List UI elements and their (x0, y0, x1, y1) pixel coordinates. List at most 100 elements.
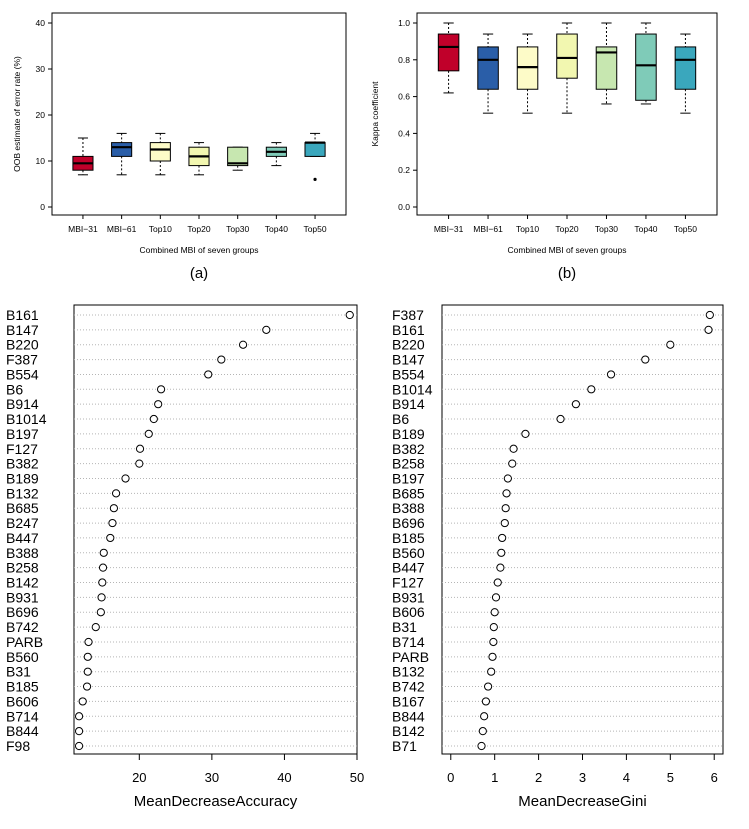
variable-label: B185 (392, 530, 425, 546)
x-tick-label: Top20 (555, 224, 578, 234)
y-tick-label: 20 (36, 110, 46, 120)
y-tick-label: 30 (36, 64, 46, 74)
box (477, 46, 499, 90)
variable-label: B382 (392, 441, 425, 457)
y-tick-label: 0.8 (398, 55, 410, 65)
variable-label: B914 (6, 396, 39, 412)
variable-label: B931 (6, 589, 39, 605)
x-tick-label: 6 (711, 770, 718, 785)
importance-point (217, 355, 226, 364)
importance-point (508, 459, 517, 468)
importance-point (489, 637, 498, 647)
importance-point (121, 474, 130, 483)
variable-label: B931 (392, 589, 425, 605)
importance-point (96, 608, 105, 617)
variable-label: B161 (392, 322, 425, 338)
importance-point (496, 563, 505, 572)
x-tick-label: Top50 (303, 224, 326, 234)
x-tick-label: 30 (205, 770, 219, 785)
variable-label: F127 (6, 441, 38, 457)
box (111, 142, 133, 157)
importance-point (83, 652, 92, 661)
y-tick-label: 1.0 (398, 18, 410, 28)
y-tick-label: 0 (40, 202, 45, 212)
variable-label: B844 (6, 723, 39, 739)
importance-point (78, 697, 87, 706)
panel-a: 0 10 20 30 40 MBI−31 MBI−61 Top10 Top20 Top30 Top4… (12, 12, 347, 282)
variable-label: B220 (6, 337, 39, 353)
importance-point (503, 474, 512, 483)
variable-label: B189 (392, 426, 425, 442)
importance-point (98, 563, 108, 572)
importance-point (606, 370, 616, 379)
variable-label: B185 (6, 679, 39, 695)
panel-d: F387B161B220B147B554B1014B914B6B189B382B… (392, 304, 724, 810)
x-tick-label: Top30 (595, 224, 618, 234)
importance-point (489, 623, 498, 632)
importance-point (501, 504, 510, 513)
importance-point (641, 355, 650, 364)
variable-label: B197 (6, 426, 39, 442)
x-tick-label: Top20 (187, 224, 210, 234)
x-tick-label: 20 (132, 770, 146, 785)
importance-point (498, 533, 507, 543)
variable-label: F387 (6, 352, 38, 368)
variable-label: B606 (392, 604, 425, 620)
box (674, 46, 697, 90)
x-tick-label: 4 (623, 770, 630, 785)
x-tick-label: 2 (535, 770, 542, 785)
x-axis-label: Combined MBI of seven groups (507, 245, 626, 255)
panel-c: B161B147B220F387B554B6B914B1014B197F127B… (6, 304, 364, 810)
importance-point (488, 652, 497, 661)
x-tick-label: MBI−31 (68, 224, 98, 234)
variable-label: B560 (392, 545, 425, 561)
variable-label: F98 (6, 738, 30, 754)
importance-point (262, 325, 271, 334)
x-tick-label: 1 (491, 770, 498, 785)
box (149, 142, 171, 162)
importance-point (705, 310, 714, 320)
plot-frame (73, 304, 358, 755)
importance-point (74, 741, 84, 751)
importance-point (487, 667, 496, 676)
variable-label: B388 (6, 545, 39, 561)
importance-point (83, 667, 92, 676)
importance-point (500, 518, 509, 528)
importance-point (74, 712, 84, 721)
x-tick-label: Top10 (149, 224, 172, 234)
variable-label: B71 (392, 738, 417, 754)
variable-label: B147 (6, 322, 39, 338)
box (304, 142, 326, 157)
variable-label: B1014 (392, 381, 433, 397)
importance-point (666, 340, 675, 349)
importance-point (135, 459, 144, 468)
box (556, 33, 578, 79)
x-tick-label: 40 (277, 770, 291, 785)
importance-point (135, 444, 145, 453)
importance-point (571, 400, 581, 409)
variable-label: B742 (6, 619, 39, 635)
x-tick-label: 3 (579, 770, 586, 785)
importance-point (99, 548, 108, 557)
variable-label: B197 (392, 470, 425, 486)
variable-label: B685 (6, 500, 39, 516)
x-axis-label: MeanDecreaseGini (518, 793, 646, 810)
y-axis-label: OOB estimate of error rate (%) (12, 56, 22, 172)
x-tick-label: Top50 (674, 224, 697, 234)
x-tick-label: 0 (447, 770, 454, 785)
variable-label: B6 (6, 381, 23, 397)
variable-label: B31 (6, 664, 31, 680)
variable-label: B258 (392, 456, 425, 472)
box (635, 33, 657, 101)
importance-point (587, 385, 596, 394)
variable-label: B742 (392, 679, 425, 695)
variable-label: B554 (6, 366, 39, 382)
importance-point (509, 444, 518, 453)
y-tick-label: 10 (36, 156, 46, 166)
y-tick-label: 0.6 (398, 92, 410, 102)
importance-point (109, 504, 119, 513)
variable-label: F387 (392, 307, 424, 323)
importance-point (478, 727, 487, 736)
x-tick-label: 50 (350, 770, 364, 785)
